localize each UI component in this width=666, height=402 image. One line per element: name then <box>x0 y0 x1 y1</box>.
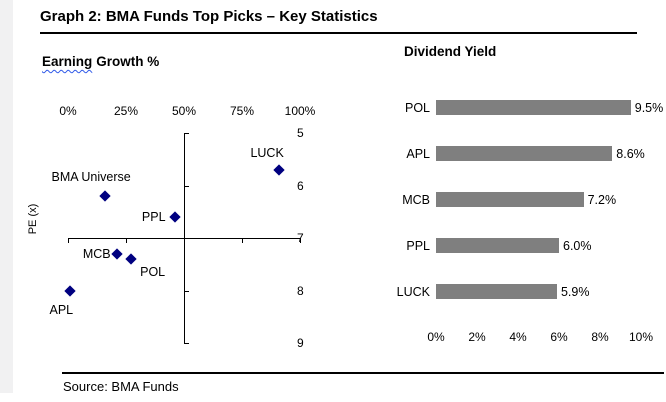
y-axis-tick <box>184 185 189 187</box>
scatter-point-label: LUCK <box>250 145 284 160</box>
bar-value-label: 8.6% <box>616 147 645 161</box>
scatter-point-label: MCB <box>82 246 111 261</box>
scatter-point <box>169 211 181 223</box>
bar <box>436 192 584 207</box>
bar-x-tick-label: 2% <box>468 330 486 344</box>
y-tick-label: 8 <box>297 283 304 298</box>
bar-x-tick-label: 4% <box>509 330 527 344</box>
bar-category-label: LUCK <box>396 285 430 299</box>
y-tick-label: 5 <box>297 126 304 140</box>
bar-x-tick-label: 0% <box>427 330 445 344</box>
chart-title-word-earning: Earning <box>42 54 93 69</box>
chart-title-dividend-yield: Dividend Yield <box>404 44 497 59</box>
source-divider <box>62 372 664 374</box>
scatter-point <box>64 284 76 297</box>
scatter-point-label: PPL <box>141 210 166 224</box>
x-tick-label: 0% <box>59 104 77 118</box>
x-tick-label: 25% <box>113 104 139 118</box>
x-axis-tick <box>300 238 301 243</box>
bar-category-label: POL <box>404 101 430 115</box>
scatter-point <box>111 248 123 260</box>
bar-value-label: 9.5% <box>634 101 664 115</box>
scatter-point <box>124 253 137 265</box>
scatter-point-label: POL <box>140 265 166 279</box>
x-tick-label: 100% <box>284 104 316 118</box>
bar-x-tick-label: 10% <box>628 330 654 344</box>
y-axis-tick <box>184 290 189 292</box>
x-tick-label: 50% <box>171 104 197 118</box>
bar <box>436 284 557 299</box>
pe-axis-label: PE (x) <box>27 203 39 235</box>
bar-value-label: 5.9% <box>560 285 590 299</box>
y-tick-label: 9 <box>297 336 304 350</box>
x-axis-tick <box>68 238 69 243</box>
x-tick-label: 75% <box>229 104 255 118</box>
bar-category-label: APL <box>406 147 430 161</box>
chart-title-earning-growth: Earning Growth % <box>42 54 159 69</box>
page-title: Graph 2: BMA Funds Top Picks – Key Stati… <box>40 8 378 25</box>
bar-x-tick-label: 6% <box>550 330 568 344</box>
x-axis-tick <box>184 238 185 243</box>
bar-category-label: MCB <box>402 193 430 207</box>
bar-value-label: 6.0% <box>563 239 592 253</box>
bar <box>436 146 613 161</box>
bar <box>436 238 559 253</box>
scatter-point <box>99 190 111 202</box>
scatter-point <box>273 164 285 176</box>
scatter-point-label: BMA Universe <box>51 170 131 184</box>
left-margin-strip <box>0 0 13 393</box>
x-axis-tick <box>242 238 243 243</box>
x-axis-tick <box>126 238 127 243</box>
y-tick-label: 6 <box>297 178 304 193</box>
bar-value-label: 7.2% <box>587 193 617 207</box>
y-axis-tick <box>184 133 189 134</box>
bar-category-label: PPL <box>406 239 430 253</box>
bar-x-tick-label: 8% <box>591 330 609 344</box>
scatter-point-label: APL <box>49 302 74 317</box>
source-text: Source: BMA Funds <box>63 379 179 394</box>
y-axis-tick <box>184 343 189 344</box>
bar <box>436 100 631 115</box>
chart-title-word-growth: Growth % <box>96 54 160 69</box>
title-underline <box>40 32 637 34</box>
